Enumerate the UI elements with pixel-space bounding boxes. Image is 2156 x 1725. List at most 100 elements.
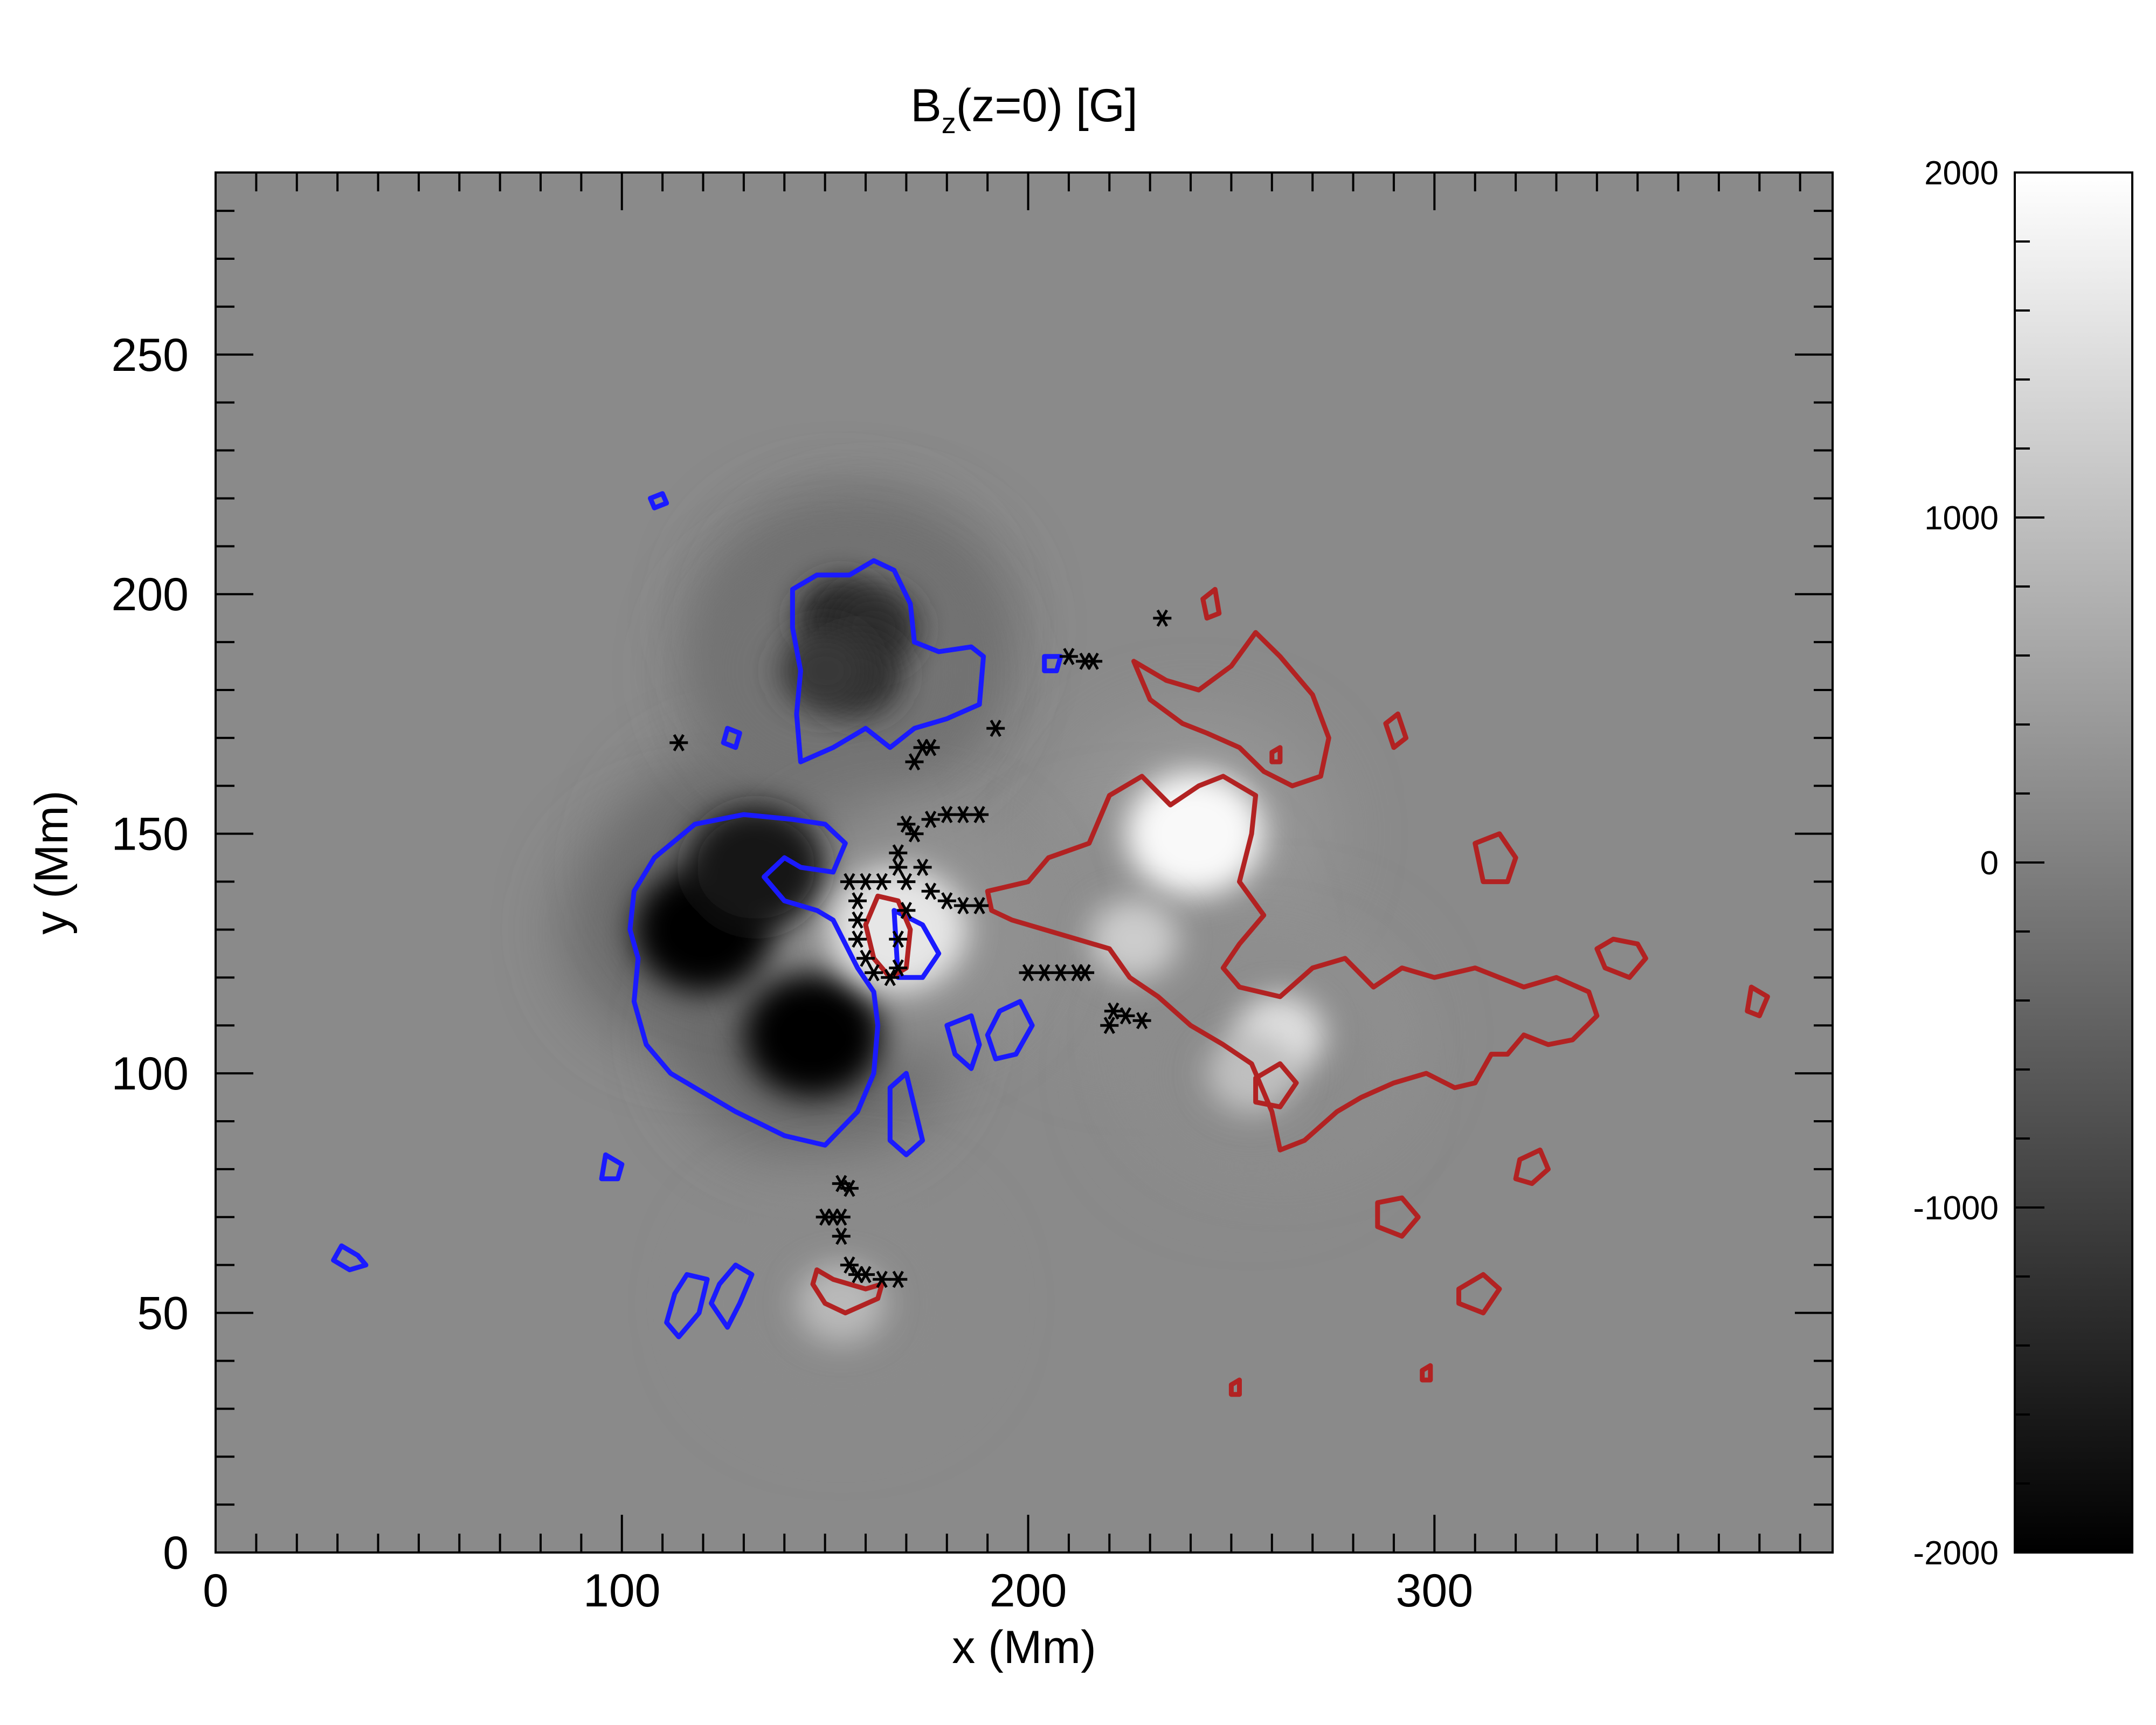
neg-contour-main [627,812,881,1148]
star-marker-38 [1116,1007,1135,1025]
neg-contour-w [331,1243,369,1273]
star-marker-2 [856,873,875,891]
positive-spot-2 [1089,899,1179,979]
star-marker-16 [897,815,916,833]
pos-contour-e12 [1228,1377,1242,1397]
y-axis-tick-labels: 0 50 100 150 200 250 [112,329,189,1579]
star-marker-15 [889,844,908,862]
chart-title: Bz(z=0) [G] [910,80,1137,140]
neg-contour-nw [648,491,669,510]
star-marker-46 [840,1179,859,1197]
star-marker-35 [1076,964,1095,982]
neg-contour-s2 [709,1262,755,1330]
star-marker-49 [832,1208,851,1226]
pos-contour-e1 [1594,936,1648,980]
star-marker-42 [1084,652,1103,670]
y-tick-label: 0 [163,1527,189,1579]
x-axis-label: x (Mm) [952,1622,1096,1673]
negative-spot-3 [687,805,825,930]
colorbar-tick-label: -2000 [1913,1535,1999,1572]
star-marker-24 [937,892,956,910]
neg-contour-s1 [664,1272,710,1340]
pos-contour-north [1131,630,1331,789]
pos-contour-e8 [1200,586,1222,621]
neg-contour-mid [599,1152,625,1182]
plot-axis-ticks [215,172,1833,1554]
negative-spot-2 [743,972,882,1098]
star-marker-40 [1059,647,1078,665]
star-marker-30 [986,720,1005,737]
neg-contour-nw2 [721,726,742,750]
star-marker-22 [913,858,932,876]
star-marker-31 [1019,964,1038,982]
pos-contour-e3 [1513,1147,1551,1186]
plot-frame [215,171,1834,1554]
x-tick-label: 300 [1396,1565,1474,1617]
star-marker-5 [848,911,867,929]
field-contours [331,491,1770,1397]
star-marker-44 [669,734,688,751]
colorbar-tick-label: 1000 [1924,500,1999,537]
pos-contour-e4 [1745,984,1770,1018]
positive-spot-1 [1125,771,1264,896]
x-tick-label: 100 [583,1565,661,1617]
star-marker-21 [970,806,989,824]
y-tick-label: 250 [112,329,189,381]
pos-contour-e5 [1375,1195,1421,1239]
y-tick-label: 100 [112,1048,189,1100]
star-marker-7 [856,949,875,967]
y-tick-label: 150 [112,809,189,860]
star-marker-36 [1100,1017,1119,1034]
y-axis-label: y (Mm) [26,790,78,934]
positive-spot-6 [796,1263,886,1344]
star-marker-23 [921,882,940,900]
star-marker-51 [840,1256,859,1274]
y-tick-label: 200 [112,569,189,620]
x-axis-tick-labels: 0 100 200 300 [203,1565,1473,1617]
star-marker-12 [897,901,916,919]
colorbar: 2000 1000 0 -1000 -2000 [1913,155,2133,1572]
pos-contour-e11 [1420,1363,1433,1383]
star-marker-26 [970,897,989,914]
neg-contour-ne [1042,654,1063,673]
star-marker-55 [889,1271,908,1288]
marker-layer [669,609,1172,1288]
pos-contour-e6 [1456,1272,1502,1316]
star-marker-3 [873,873,892,891]
x-tick-label: 200 [990,1565,1067,1617]
pos-contour-e10 [1383,711,1408,750]
chart-title-rest: (z=0) [G] [956,80,1138,132]
star-marker-14 [889,858,908,876]
pos-contour-e7 [1253,1061,1299,1109]
neg-contour-se [887,1071,925,1157]
pos-contour-main [985,774,1600,1153]
pos-contour-e9 [1269,745,1283,764]
star-marker-4 [848,892,867,910]
magnetogram-background [216,172,1833,1552]
colorbar-ticks [2015,171,2044,1554]
star-marker-18 [921,811,940,828]
star-marker-39 [1132,1012,1151,1030]
pos-contour-e2 [1473,831,1518,885]
negative-spot-7 [780,630,870,712]
star-marker-9 [881,969,900,986]
colorbar-tick-label: 0 [1980,845,1999,882]
star-marker-1 [840,873,859,891]
pos-contour-spot [863,893,913,980]
star-marker-25 [953,897,972,914]
star-marker-17 [905,825,924,843]
star-marker-54 [873,1271,892,1288]
colorbar-tick-label: -1000 [1913,1190,1999,1227]
colorbar-tick-label: 2000 [1924,155,1999,192]
star-marker-8 [865,964,883,982]
star-marker-32 [1035,964,1054,982]
star-marker-50 [832,1227,851,1245]
star-marker-11 [889,930,908,948]
neg-contour-north [790,558,986,764]
neg-contour-e3 [985,999,1035,1061]
star-marker-43 [1153,609,1172,627]
star-marker-33 [1051,964,1070,982]
colorbar-tick-labels: 2000 1000 0 -1000 -2000 [1913,155,1999,1572]
star-marker-53 [856,1266,875,1284]
